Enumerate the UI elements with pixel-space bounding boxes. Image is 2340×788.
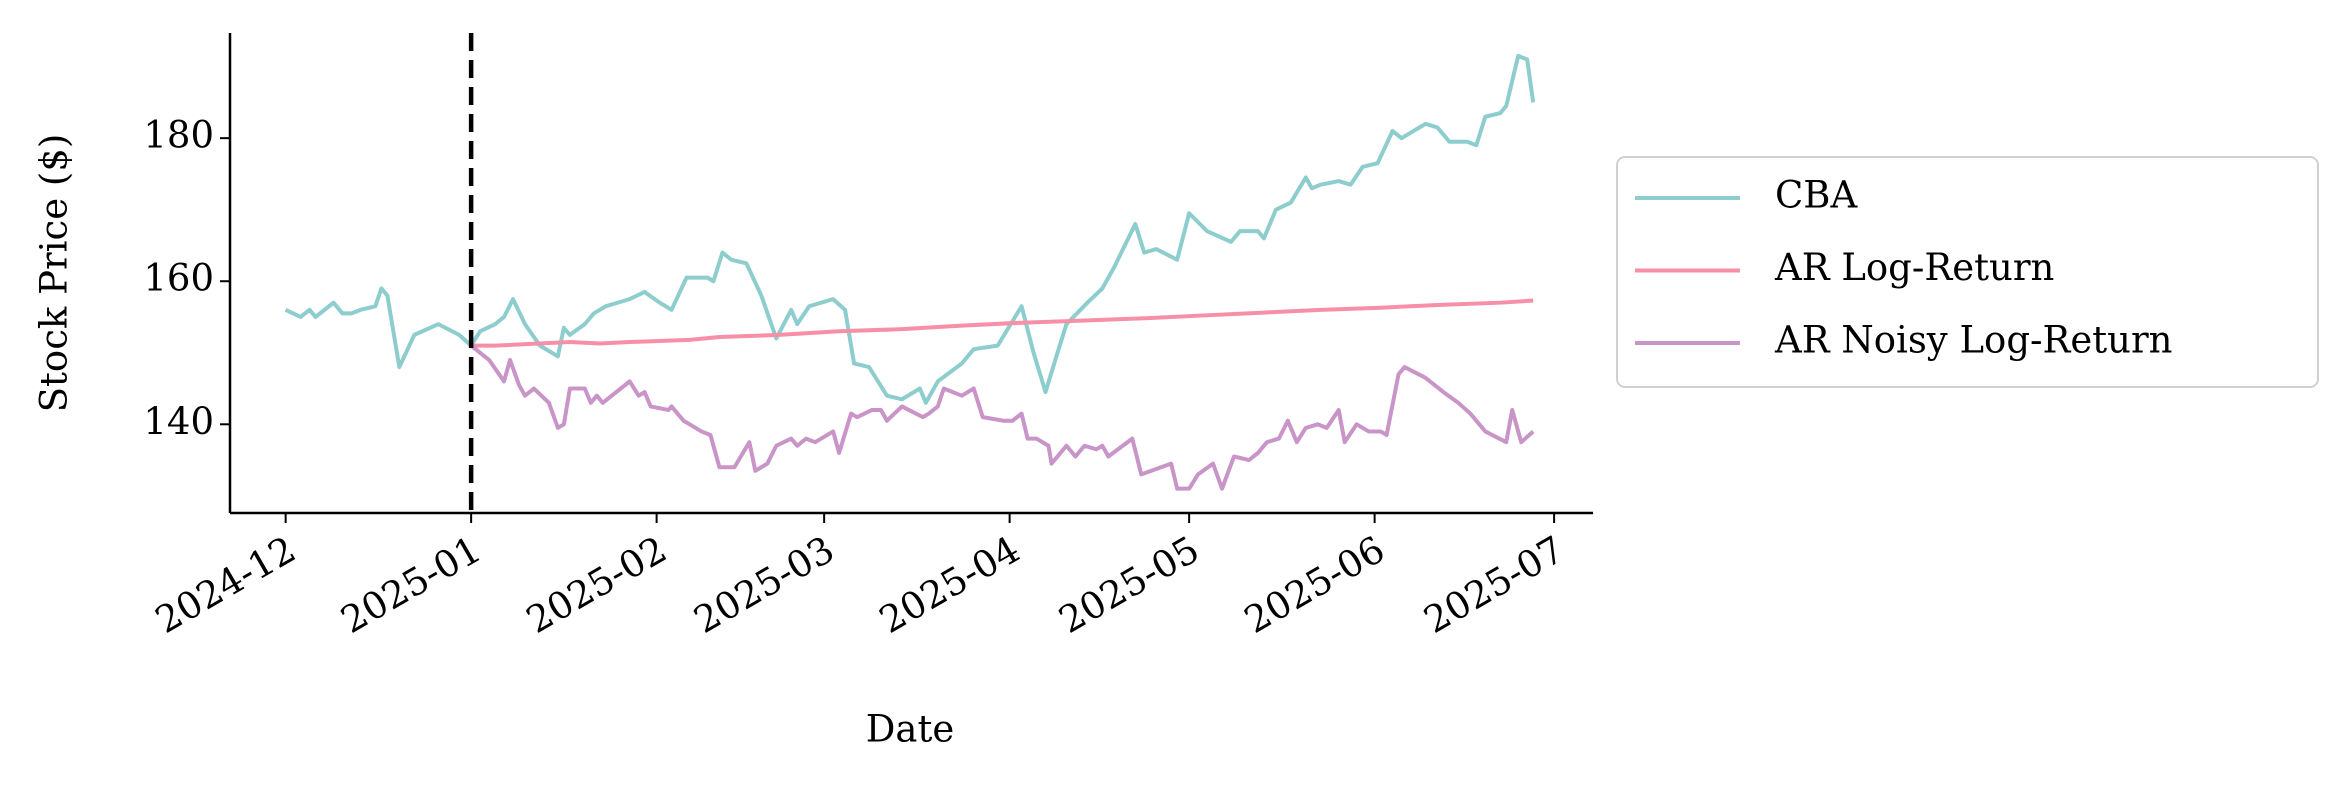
x-tick-label: 2025-03: [687, 528, 842, 642]
y-axis-label: Stock Price ($): [33, 134, 76, 413]
x-tick-label: 2025-04: [872, 528, 1027, 642]
y-tick-label: 160: [143, 257, 214, 300]
legend-label: CBA: [1775, 174, 1859, 217]
x-tick-label: 2025-05: [1052, 528, 1207, 642]
x-tick-label: 2025-01: [334, 528, 489, 642]
y-tick-label: 180: [143, 114, 214, 157]
x-tick-label: 2025-02: [519, 528, 674, 642]
legend-box: [1616, 156, 2319, 388]
legend-label: AR Noisy Log-Return: [1774, 319, 2172, 362]
series-line: [471, 298, 1534, 348]
series-line: [284, 53, 1536, 405]
x-axis-label: Date: [866, 708, 955, 751]
x-tick-label: 2025-07: [1417, 528, 1572, 642]
y-tick-label: 140: [143, 400, 214, 443]
legend-label: AR Log-Return: [1774, 246, 2054, 289]
x-tick-label: 2024-12: [148, 528, 303, 642]
series-line: [469, 344, 1535, 491]
x-tick-label: 2025-06: [1237, 528, 1392, 642]
